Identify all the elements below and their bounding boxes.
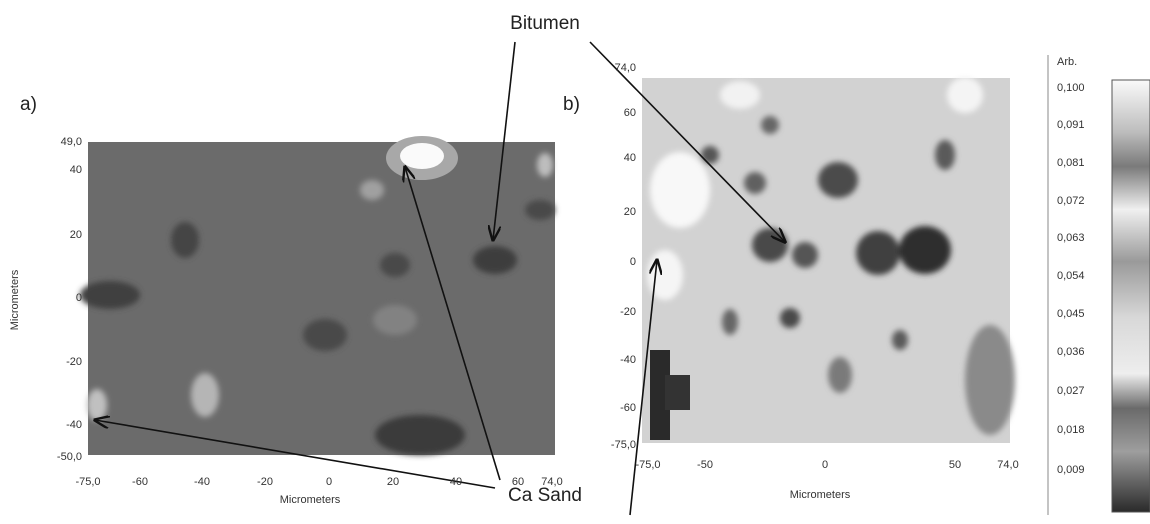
y-tick-label: -40 <box>620 354 636 366</box>
panel-label: b) <box>563 94 580 115</box>
arrows <box>95 41 785 516</box>
x-tick-label: 40 <box>450 476 462 488</box>
colorbar-tick-label: 0,045 <box>1057 308 1085 320</box>
y-tick-label: 40 <box>624 152 636 164</box>
y-tick-label: 0 <box>630 256 636 268</box>
y-tick-label: -40 <box>66 419 82 431</box>
y-tick-label: -20 <box>66 356 82 368</box>
colorbar-tick-label: 0,036 <box>1057 346 1085 358</box>
x-tick-label: 0 <box>822 459 828 471</box>
x-axis-label: Micrometers <box>280 494 341 506</box>
annotation: Bitumen <box>510 13 580 34</box>
x-tick-label: -50 <box>697 459 713 471</box>
colorbar-tick-label: 0,009 <box>1057 464 1085 476</box>
y-axis-label: Micrometers <box>9 269 21 330</box>
y-tick-label: 0 <box>76 292 82 304</box>
colorbar-tick-label: 0,081 <box>1057 157 1085 169</box>
y-tick-label: -75,0 <box>611 439 636 451</box>
colorbar <box>1111 79 1150 513</box>
colorbar-tick-label: 0,091 <box>1057 119 1085 131</box>
y-tick-label: 60 <box>624 107 636 119</box>
colorbar-title: Arb. <box>1057 56 1077 68</box>
x-tick-label: 74,0 <box>541 476 562 488</box>
x-tick-label: -20 <box>257 476 273 488</box>
colorbar-tick-label: 0,100 <box>1057 82 1085 94</box>
x-tick-label: -75,0 <box>75 476 100 488</box>
y-tick-label: 20 <box>70 229 82 241</box>
panel-label: a) <box>20 94 37 115</box>
x-tick-label: 20 <box>387 476 399 488</box>
colorbar-tick-label: 0,027 <box>1057 385 1085 397</box>
annotation: Ca Sand <box>508 485 582 506</box>
x-tick-label: 60 <box>512 476 524 488</box>
x-tick-label: 74,0 <box>997 459 1018 471</box>
map-b <box>642 77 1015 443</box>
colorbar-tick-label: 0,054 <box>1057 270 1085 282</box>
x-tick-label: -40 <box>194 476 210 488</box>
x-axis-label: Micrometers <box>790 489 851 501</box>
x-tick-label: 50 <box>949 459 961 471</box>
y-tick-label: 49,0 <box>61 136 82 148</box>
x-tick-label: 0 <box>326 476 332 488</box>
x-tick-label: -60 <box>132 476 148 488</box>
y-tick-label: -50,0 <box>57 451 82 463</box>
colorbar-tick-label: 0,072 <box>1057 195 1085 207</box>
y-tick-label: 74,0 <box>615 62 636 74</box>
y-tick-label: 20 <box>624 206 636 218</box>
y-tick-label: -20 <box>620 306 636 318</box>
y-tick-label: -60 <box>620 402 636 414</box>
map-a <box>80 136 555 455</box>
y-tick-label: 40 <box>70 164 82 176</box>
colorbar-tick-label: 0,063 <box>1057 232 1085 244</box>
colorbar-tick-label: 0,018 <box>1057 424 1085 436</box>
x-tick-label: -75,0 <box>635 459 660 471</box>
